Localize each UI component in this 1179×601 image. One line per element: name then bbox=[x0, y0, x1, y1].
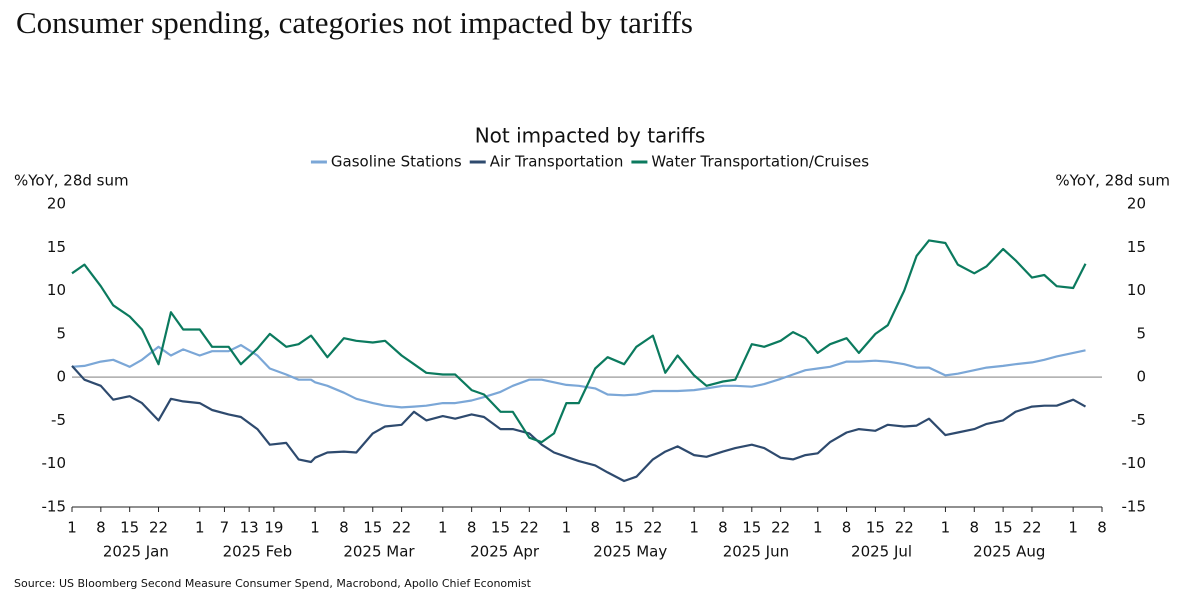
x-group-label: 2025 Jan bbox=[103, 543, 169, 561]
x-tick-label: 22 bbox=[771, 519, 790, 537]
x-tick-label: 22 bbox=[643, 519, 662, 537]
x-tick-label: 22 bbox=[392, 519, 411, 537]
y-tick-label: -5 bbox=[51, 411, 66, 429]
y2-tick-label: -5 bbox=[1131, 411, 1146, 429]
y2-tick-label: 20 bbox=[1127, 195, 1146, 213]
x-tick-label: 1 bbox=[438, 519, 448, 537]
y2-tick-label: 0 bbox=[1136, 368, 1146, 386]
series-line bbox=[71, 344, 1086, 409]
y-axis-label: %YoY, 28d sum bbox=[14, 172, 129, 190]
x-tick-label: 22 bbox=[1022, 519, 1041, 537]
y-tick-label: 20 bbox=[47, 195, 66, 213]
y2-tick-label: 15 bbox=[1127, 238, 1146, 256]
x-tick-label: 8 bbox=[467, 519, 477, 537]
x-tick-label: 19 bbox=[264, 519, 283, 537]
x-tick-label: 8 bbox=[339, 519, 349, 537]
y-tick-label: -10 bbox=[42, 454, 67, 472]
x-group-label: 2025 Aug bbox=[973, 543, 1045, 561]
x-tick-label: 22 bbox=[895, 519, 914, 537]
x-tick-label: 8 bbox=[590, 519, 600, 537]
x-group-label: 2025 Apr bbox=[470, 543, 540, 561]
x-tick-label: 1 bbox=[941, 519, 951, 537]
x-tick-label: 1 bbox=[1068, 519, 1078, 537]
x-tick-label: 15 bbox=[363, 519, 382, 537]
x-group-label: 2025 Mar bbox=[343, 543, 415, 561]
x-tick-label: 22 bbox=[149, 519, 168, 537]
x-tick-label: 8 bbox=[1097, 519, 1107, 537]
x-tick-label: 8 bbox=[96, 519, 106, 537]
x-group-label: 2025 May bbox=[593, 543, 667, 561]
source-note: Source: US Bloomberg Second Measure Cons… bbox=[14, 577, 532, 590]
legend-label: Gasoline Stations bbox=[331, 153, 462, 171]
y2-tick-label: 5 bbox=[1136, 324, 1146, 342]
x-tick-label: 1 bbox=[689, 519, 699, 537]
series-line bbox=[71, 365, 1087, 483]
y2-tick-label: -15 bbox=[1122, 498, 1147, 516]
x-tick-label: 8 bbox=[842, 519, 852, 537]
y2-tick-label: 10 bbox=[1127, 281, 1146, 299]
y-tick-label: 0 bbox=[56, 368, 66, 386]
page-title: Consumer spending, categories not impact… bbox=[16, 5, 693, 40]
x-tick-label: 15 bbox=[615, 519, 634, 537]
y-tick-label: 5 bbox=[56, 324, 66, 342]
x-tick-label: 13 bbox=[240, 519, 259, 537]
x-group-label: 2025 Jun bbox=[723, 543, 789, 561]
x-tick-label: 1 bbox=[813, 519, 823, 537]
x-tick-label: 15 bbox=[120, 519, 139, 537]
x-tick-label: 1 bbox=[562, 519, 572, 537]
x-tick-label: 15 bbox=[742, 519, 761, 537]
x-tick-label: 1 bbox=[310, 519, 320, 537]
x-tick-label: 15 bbox=[866, 519, 885, 537]
y2-tick-label: -10 bbox=[1122, 454, 1147, 472]
x-tick-label: 8 bbox=[718, 519, 728, 537]
y-tick-label: -15 bbox=[42, 498, 67, 516]
x-tick-label: 8 bbox=[970, 519, 980, 537]
x-tick-label: 22 bbox=[520, 519, 539, 537]
y2-axis-label: %YoY, 28d sum bbox=[1055, 172, 1170, 190]
x-tick-label: 15 bbox=[994, 519, 1013, 537]
legend-label: Water Transportation/Cruises bbox=[651, 153, 869, 171]
y-tick-label: 15 bbox=[47, 238, 66, 256]
x-tick-label: 1 bbox=[67, 519, 77, 537]
y-tick-label: 10 bbox=[47, 281, 66, 299]
x-tick-label: 7 bbox=[220, 519, 230, 537]
x-tick-label: 15 bbox=[491, 519, 510, 537]
chart-title: Not impacted by tariffs bbox=[475, 124, 706, 148]
x-group-label: 2025 Jul bbox=[851, 543, 912, 561]
x-tick-label: 1 bbox=[195, 519, 205, 537]
legend-label: Air Transportation bbox=[490, 153, 624, 171]
series-line bbox=[71, 239, 1087, 444]
x-group-label: 2025 Feb bbox=[223, 543, 293, 561]
